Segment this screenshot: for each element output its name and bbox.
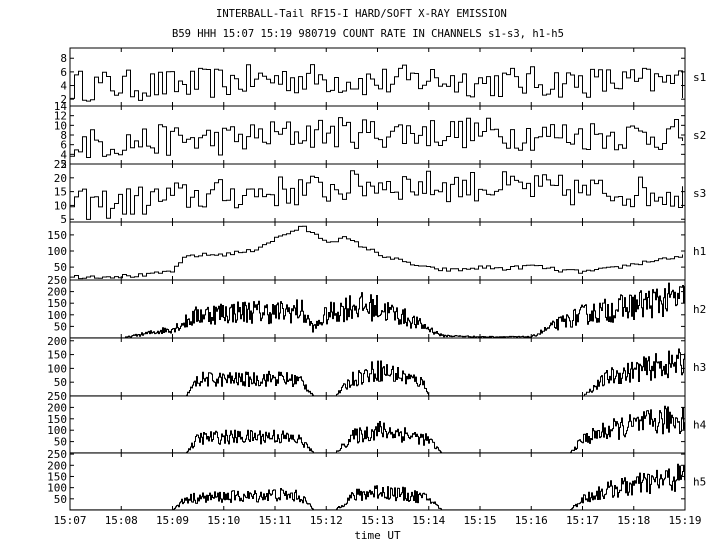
series-label-h3: h3 [693, 361, 706, 374]
x-tick-label: 15:11 [258, 514, 291, 527]
y-tick-label-h4: 150 [47, 413, 67, 426]
y-tick-label-s1: 2 [60, 93, 67, 106]
x-tick-label: 15:12 [310, 514, 343, 527]
series-label-h4: h4 [693, 419, 707, 432]
y-tick-label-h1: 100 [47, 245, 67, 258]
x-tick-label: 15:18 [617, 514, 650, 527]
x-tick-label: 15:15 [463, 514, 496, 527]
y-tick-label-h3: 150 [47, 349, 67, 362]
panel-frame-h5 [69, 452, 686, 511]
y-tick-label-h2: 50 [54, 320, 67, 333]
y-tick-label-h3: 50 [54, 376, 67, 389]
y-tick-label-s2: 2 [60, 158, 67, 171]
series-label-s3: s3 [693, 187, 706, 200]
y-tick-label-h3: 200 [47, 335, 67, 348]
x-tick-label: 15:19 [668, 514, 701, 527]
x-tick-label: 15:16 [515, 514, 548, 527]
series-label-h2: h2 [693, 303, 706, 316]
x-tick-label: 15:13 [361, 514, 394, 527]
series-line-s1 [70, 64, 683, 102]
y-tick-label-h2: 150 [47, 297, 67, 310]
y-tick-label-h5: 100 [47, 482, 67, 495]
y-tick-label-s2: 10 [54, 119, 67, 132]
x-tick-label: 15:07 [53, 514, 86, 527]
y-tick-label-s1: 4 [60, 80, 67, 93]
y-tick-label-s3: 25 [54, 158, 67, 171]
y-tick-label-s3: 20 [54, 172, 67, 185]
y-tick-label-h1: 150 [47, 229, 67, 242]
series-line-h5 [70, 463, 685, 511]
series-line-h4 [70, 405, 685, 454]
y-tick-label-h5: 50 [54, 493, 67, 506]
y-tick-label-s2: 14 [54, 100, 68, 113]
x-tick-label: 15:09 [156, 514, 189, 527]
y-tick-label-h4: 250 [47, 390, 67, 403]
y-tick-label-h3: 100 [47, 362, 67, 375]
y-tick-label-h5: 200 [47, 459, 67, 472]
series-line-h3 [70, 348, 685, 397]
series-line-s2 [70, 117, 683, 158]
y-tick-label-s3: 15 [54, 186, 67, 199]
series-line-s3 [70, 170, 683, 220]
y-tick-label-s2: 8 [60, 129, 67, 142]
series-line-h1 [70, 225, 683, 280]
series-label-s2: s2 [693, 129, 706, 142]
y-tick-label-s2: 12 [54, 110, 67, 123]
series-label-h1: h1 [693, 245, 706, 258]
y-tick-label-h4: 50 [54, 436, 67, 449]
x-axis-label: time UT [354, 529, 401, 542]
x-tick-label: 15:08 [105, 514, 138, 527]
y-tick-label-s3: 10 [54, 199, 67, 212]
series-label-h5: h5 [693, 476, 706, 489]
x-tick-label: 15:17 [566, 514, 599, 527]
y-tick-label-s1: 6 [60, 66, 67, 79]
y-tick-label-h2: 250 [47, 274, 67, 287]
y-tick-label-s3: 5 [60, 213, 67, 226]
y-tick-label-s2: 6 [60, 139, 67, 152]
y-tick-label-s1: 8 [60, 52, 67, 65]
y-tick-label-h5: 150 [47, 470, 67, 483]
y-tick-label-s2: 4 [60, 148, 67, 161]
panel-frame-s2 [69, 105, 686, 165]
y-tick-label-h4: 200 [47, 401, 67, 414]
series-line-h2 [70, 282, 685, 339]
y-tick-label-h5: 250 [47, 448, 67, 461]
y-tick-label-h1: 50 [54, 261, 67, 274]
y-tick-label-h2: 100 [47, 309, 67, 322]
y-tick-label-h4: 100 [47, 424, 67, 437]
x-tick-label: 15:10 [207, 514, 240, 527]
chart-subtitle: B59 HHH 15:07 15:19 980719 COUNT RATE IN… [172, 28, 564, 40]
y-tick-label-h2: 200 [47, 286, 67, 299]
chart-title: INTERBALL-Tail RF15-I HARD/SOFT X-RAY EM… [216, 8, 507, 20]
series-label-s1: s1 [693, 71, 706, 84]
x-tick-label: 15:14 [412, 514, 445, 527]
